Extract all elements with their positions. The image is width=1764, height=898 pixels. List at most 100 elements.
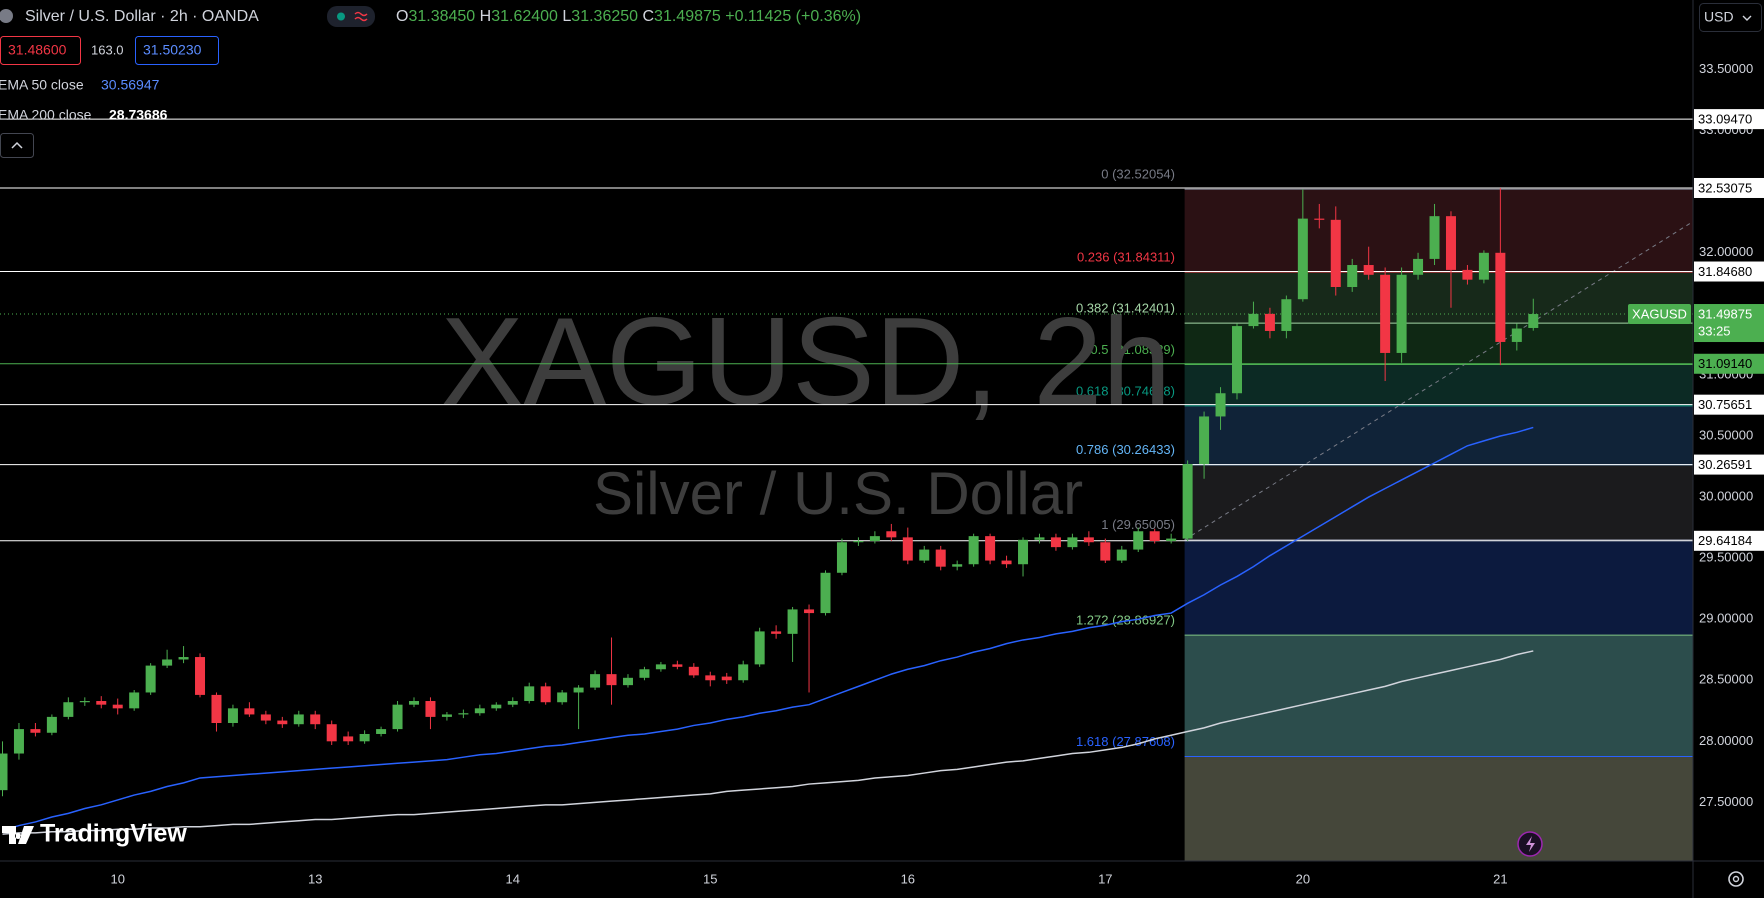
currency[interactable]: USD [1704,9,1734,25]
last-price-label: 31.49875 [1698,306,1752,321]
candle-body [1232,326,1242,394]
candle-body [1215,393,1226,417]
candle-body [1149,531,1160,542]
indicator-label[interactable]: EMA 50 close [0,77,84,93]
candle-body [79,701,90,703]
watermark-subtitle: Silver / U.S. Dollar [593,460,1083,527]
collapse-icon [11,141,23,149]
fib-zone [1184,405,1693,465]
candle-body [590,674,601,688]
candle-body [1182,464,1193,539]
ohlc-value: 31.38450 [408,8,475,25]
candle-body [1297,218,1308,300]
price-tag-label: 29.64184 [1698,533,1752,548]
countdown: 33:25 [1698,323,1731,338]
candle-body [1413,258,1424,275]
candle-body [326,724,337,742]
ohlc-key: H [480,8,492,25]
fib-zone [1184,323,1693,365]
x-tick-label: 20 [1296,871,1310,886]
candle-body [1050,537,1061,548]
fib-zone [1184,539,1693,636]
price-tag-label: 31.84680 [1698,264,1752,279]
candle-body [458,713,469,715]
indicator-value: 28.73686 [109,107,168,123]
candle-body [1083,537,1094,543]
bid-price[interactable]: 31.48600 [8,42,67,58]
candle-body [1528,314,1539,328]
symbol-title[interactable]: Silver / U.S. Dollar · 2h · OANDA [25,8,259,25]
currency-caret [1742,15,1752,21]
candle-body [244,708,255,715]
fib-level-label: 0.618 (30.74658) [1076,383,1175,398]
symbol-icon [0,9,13,23]
fib-level-label: 1 (29.65005) [1101,517,1175,532]
price-tag-label: 33.09470 [1698,112,1752,127]
candle-body [1429,216,1440,259]
candle-body [557,692,568,703]
candle-body [145,665,156,693]
currency-select[interactable] [1699,3,1762,32]
candle-body [112,704,123,709]
candle-body [771,631,782,634]
ohlc-key: C [642,8,654,25]
candles-layer [0,188,1539,797]
ask-price[interactable]: 31.50230 [143,42,202,58]
candle-body [738,664,749,681]
candle-body [293,714,304,725]
candle-body [1018,539,1029,565]
sell-button[interactable] [0,36,81,65]
candle-body [1199,416,1210,465]
candle-body [1248,313,1259,327]
candle-body [343,736,354,742]
candle-body [63,702,74,717]
logo-text[interactable]: TradingView [40,820,187,848]
fib-zone [1184,364,1693,406]
settings-icon[interactable] [1728,871,1744,887]
price-tag-label: 30.75651 [1698,397,1752,412]
candle-body [376,729,387,734]
fib-level-label: 0.236 (31.84311) [1077,249,1175,264]
candle-body [672,664,683,667]
candle-body [1330,219,1341,287]
candle-body [886,531,897,538]
candle-body [46,716,57,733]
candle-body [227,708,238,723]
ohlc-change: +0.11425 (+0.36%) [725,8,861,25]
symbol-tag-label: XAGUSD [1632,306,1687,321]
candle-body [30,729,41,733]
ohlc-key: L [562,8,571,25]
candle-body [1495,252,1506,342]
candle-body [853,541,864,543]
candle-body [804,609,815,614]
price-tag-label: 32.53075 [1698,180,1752,195]
candle-body [787,609,798,634]
candle-body [474,708,485,714]
candle-body [392,704,403,730]
x-tick-label: 14 [506,871,520,886]
ema-line [2,650,1534,835]
candle-body [968,536,979,565]
candle-body [1363,265,1374,275]
watermark-title: XAGUSD, 2h [441,293,1172,431]
y-tick-label: 28.50000 [1699,672,1753,687]
candle-body [1380,274,1391,353]
indicator-label[interactable]: EMA 200 close [0,107,92,123]
candle-body [1347,265,1358,287]
candle-body [573,687,584,693]
candle-body [622,677,633,686]
buy-button[interactable] [135,36,219,65]
candle-body [441,714,452,717]
last-price-tag [1694,304,1764,343]
fib-level-label: 0.5 (31.08529) [1090,342,1175,357]
candle-body [13,729,24,754]
candle-body [507,701,518,705]
y-tick-label: 33.50000 [1699,61,1753,76]
collapse-button[interactable] [0,133,34,158]
status-toggle[interactable] [327,6,375,27]
candle-body [211,694,222,723]
candle-body [935,549,946,567]
candle-body [919,549,930,561]
alert-glyph [1526,836,1535,852]
